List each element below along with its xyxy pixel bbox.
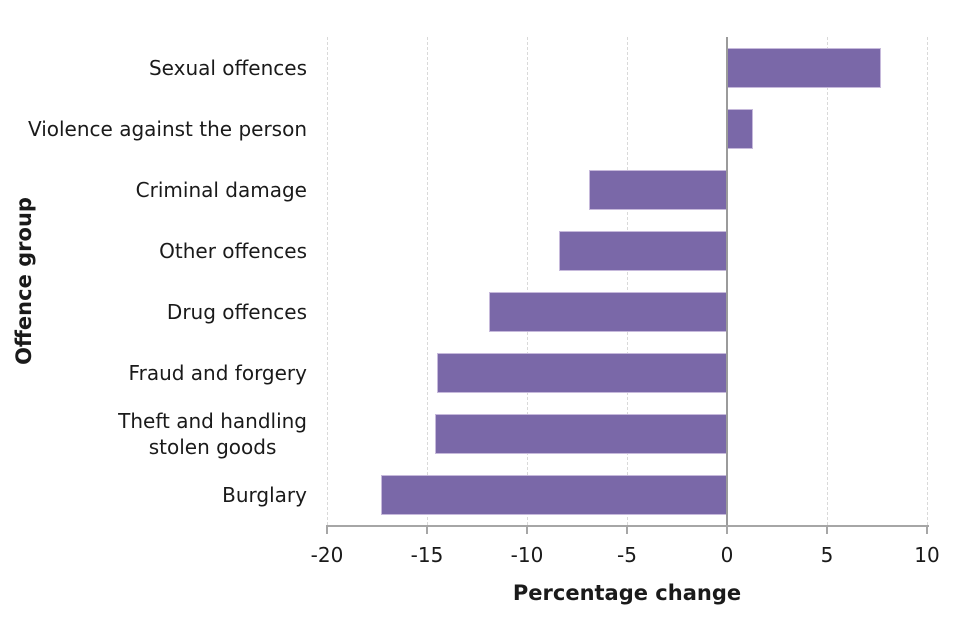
bar bbox=[727, 48, 881, 88]
x-tick-label: 0 bbox=[720, 543, 734, 567]
bar bbox=[589, 170, 727, 210]
category-label: Other offences bbox=[159, 239, 307, 263]
x-tick-mark bbox=[826, 525, 828, 534]
x-tick-mark bbox=[526, 525, 528, 534]
bar bbox=[559, 231, 727, 271]
x-tick-label: -20 bbox=[310, 543, 344, 567]
x-tick-mark bbox=[726, 525, 728, 534]
gridline bbox=[627, 37, 628, 525]
gridline bbox=[927, 37, 928, 525]
category-label: Criminal damage bbox=[135, 178, 307, 202]
gridline bbox=[827, 37, 828, 525]
x-tick-mark bbox=[626, 525, 628, 534]
x-tick-label: -10 bbox=[510, 543, 544, 567]
bar bbox=[381, 475, 727, 515]
category-label: Theft and handling stolen goods bbox=[118, 409, 307, 459]
bar bbox=[437, 353, 727, 393]
category-label: Sexual offences bbox=[148, 56, 307, 80]
category-label: Fraud and forgery bbox=[128, 361, 307, 385]
zero-baseline bbox=[726, 37, 728, 525]
x-tick-mark bbox=[426, 525, 428, 534]
category-label: Burglary bbox=[222, 483, 307, 507]
bar bbox=[727, 109, 753, 149]
x-tick-label: -15 bbox=[410, 543, 444, 567]
y-axis-title: Offence group bbox=[12, 197, 36, 365]
x-axis-title: Percentage change bbox=[512, 581, 742, 605]
x-tick-mark bbox=[326, 525, 328, 534]
gridline bbox=[427, 37, 428, 525]
x-tick-label: -5 bbox=[617, 543, 637, 567]
x-tick-label: 10 bbox=[914, 543, 940, 567]
x-tick-label: 5 bbox=[820, 543, 834, 567]
category-label: Violence against the person bbox=[27, 117, 307, 141]
category-label: Drug offences bbox=[166, 300, 307, 324]
gridline bbox=[527, 37, 528, 525]
bar bbox=[435, 414, 727, 454]
x-tick-mark bbox=[926, 525, 928, 534]
gridline bbox=[327, 37, 328, 525]
bar bbox=[489, 292, 727, 332]
